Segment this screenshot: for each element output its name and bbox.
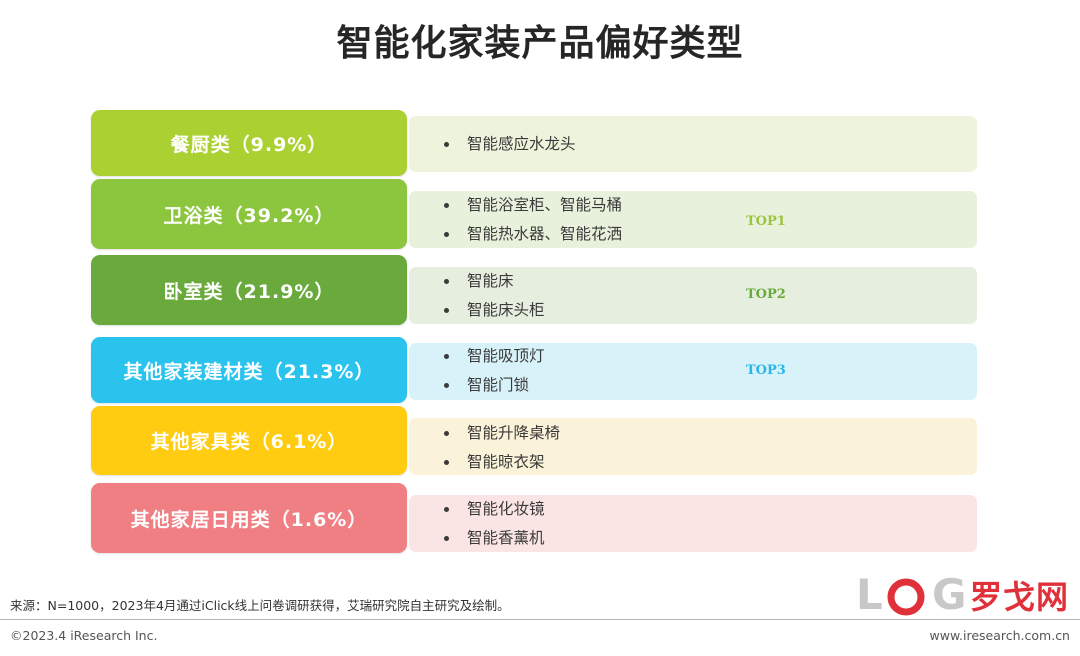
- website-link[interactable]: www.iresearch.com.cn: [929, 628, 1071, 643]
- category-row-kitchen: 餐厨类（9.9%） 智能感应水龙头: [91, 110, 977, 176]
- category-label: 其他家居日用类（1.6%）: [91, 483, 407, 553]
- copyright: ©2023.4 iResearch Inc.: [10, 628, 158, 643]
- logo-o-icon: [887, 578, 925, 616]
- category-label: 卧室类（21.9%）: [91, 255, 407, 325]
- list-item: 智能晾衣架: [442, 448, 560, 477]
- category-label: 其他家装建材类（21.3%）: [91, 337, 407, 403]
- category-panel: [409, 418, 977, 475]
- list-item: 智能吸顶灯: [442, 342, 545, 371]
- product-list: 智能升降桌椅 智能晾衣架: [442, 419, 560, 477]
- category-row-daily-use: 其他家居日用类（1.6%） 智能化妆镜 智能香薰机: [91, 483, 977, 553]
- rank-badge-top2: TOP2: [746, 287, 786, 302]
- list-item: 智能床: [442, 267, 545, 296]
- logo-text: 罗戈网: [970, 578, 1070, 616]
- footer-divider: [0, 619, 1080, 620]
- category-panel: [409, 495, 977, 552]
- category-label: 其他家具类（6.1%）: [91, 406, 407, 475]
- list-item: 智能香薰机: [442, 524, 545, 553]
- category-row-building-materials: 其他家装建材类（21.3%） 智能吸顶灯 智能门锁 TOP3: [91, 337, 977, 403]
- category-label: 卫浴类（39.2%）: [91, 179, 407, 249]
- list-item: 智能升降桌椅: [442, 419, 560, 448]
- logo-letter-l: L: [856, 570, 883, 619]
- logo: L O G 罗戈网: [852, 570, 1072, 619]
- rank-badge-top1: TOP1: [746, 214, 786, 229]
- category-panel: [409, 343, 977, 400]
- list-item: 智能浴室柜、智能马桶: [442, 191, 622, 220]
- product-list: 智能床 智能床头柜: [442, 267, 545, 325]
- rank-badge-top3: TOP3: [746, 363, 786, 378]
- category-row-bedroom: 卧室类（21.9%） 智能床 智能床头柜 TOP2: [91, 255, 977, 325]
- product-list: 智能吸顶灯 智能门锁: [442, 342, 545, 400]
- product-list: 智能感应水龙头: [442, 130, 576, 159]
- category-panel: [409, 191, 977, 248]
- product-list: 智能浴室柜、智能马桶 智能热水器、智能花洒: [442, 191, 622, 249]
- list-item: 智能门锁: [442, 371, 545, 400]
- source-note: 来源：N=1000，2023年4月通过iClick线上问卷调研获得，艾瑞研究院自…: [10, 598, 510, 613]
- list-item: 智能床头柜: [442, 296, 545, 325]
- category-row-furniture: 其他家具类（6.1%） 智能升降桌椅 智能晾衣架: [91, 406, 977, 475]
- list-item: 智能感应水龙头: [442, 130, 576, 159]
- list-item: 智能热水器、智能花洒: [442, 220, 622, 249]
- category-row-bathroom: 卫浴类（39.2%） 智能浴室柜、智能马桶 智能热水器、智能花洒 TOP1: [91, 179, 977, 249]
- product-list: 智能化妆镜 智能香薰机: [442, 495, 545, 553]
- page-title: 智能化家装产品偏好类型: [336, 23, 744, 64]
- logo-letter-g: G: [932, 570, 967, 619]
- category-panel: [409, 267, 977, 324]
- category-panel: [409, 116, 977, 172]
- category-label: 餐厨类（9.9%）: [91, 110, 407, 176]
- list-item: 智能化妆镜: [442, 495, 545, 524]
